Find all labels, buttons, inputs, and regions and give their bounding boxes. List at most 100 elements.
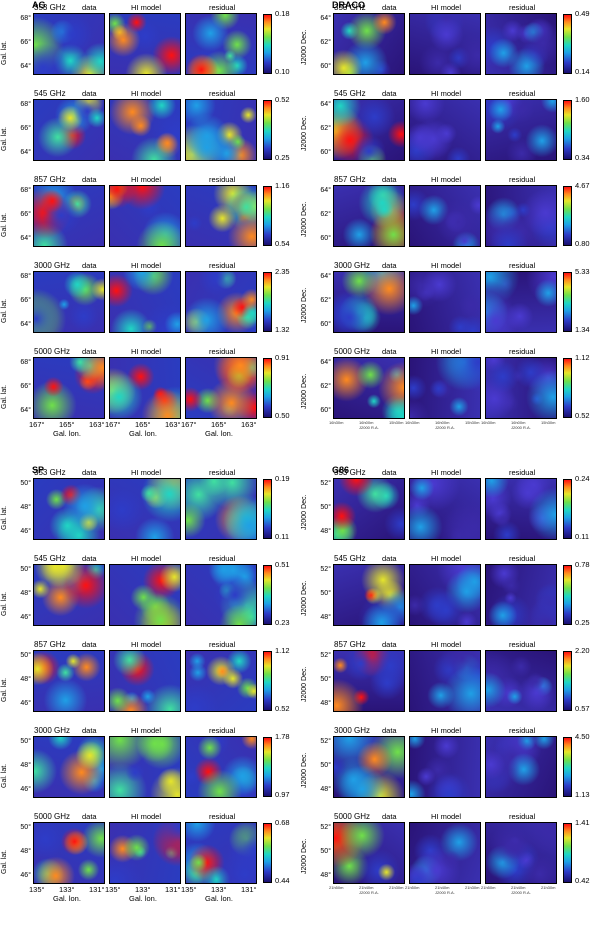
- map-image: [34, 823, 104, 883]
- x-axis-label: J2000 R.A.: [435, 890, 455, 895]
- x-axis-label: J2000 R.A.: [359, 425, 379, 430]
- map-image: [334, 479, 404, 539]
- colorbar-max-label: 0.78: [575, 560, 590, 569]
- y-tick-label: 46°: [20, 872, 31, 879]
- column-label-data: data: [82, 175, 97, 184]
- column-label-residual: residual: [209, 3, 236, 12]
- map-panel-data: [33, 357, 105, 419]
- map-image: [486, 565, 556, 625]
- column-label-residual: residual: [509, 89, 536, 98]
- map-panel-model: [109, 271, 181, 333]
- map-panel-residual: [185, 822, 257, 884]
- column-label-model: HI model: [431, 89, 462, 98]
- x-tick-label: 131°: [241, 885, 257, 894]
- y-tick-label: 66°: [20, 297, 31, 304]
- map-panel-residual: [185, 564, 257, 626]
- y-tick-label: 48°: [20, 848, 31, 855]
- map-image: [334, 823, 404, 883]
- colorbar-min-label: 0.11: [575, 532, 590, 541]
- map-image: [34, 479, 104, 539]
- map-image: [186, 651, 256, 711]
- x-tick-label: 133°: [135, 885, 151, 894]
- colorbar: [263, 823, 272, 883]
- map-panel-residual: [485, 736, 557, 798]
- map-panel-residual: [185, 736, 257, 798]
- colorbar-min-label: 0.50: [275, 411, 290, 420]
- map-panel-data: [333, 736, 405, 798]
- map-image: [34, 565, 104, 625]
- y-tick-label: 48°: [320, 528, 331, 535]
- colorbar-min-label: 0.10: [275, 67, 290, 76]
- x-tick-label: 21h50m: [405, 885, 420, 890]
- x-axis-label: Gal. lon.: [129, 894, 157, 903]
- frequency-label: 545 GHz: [334, 89, 366, 98]
- map-image: [486, 479, 556, 539]
- column-label-data: data: [382, 261, 397, 270]
- colorbar-min-label: 0.54: [275, 239, 290, 248]
- map-panel-data: [333, 357, 405, 419]
- column-label-data: data: [82, 89, 97, 98]
- y-tick-label: 66°: [20, 125, 31, 132]
- column-label-data: data: [382, 347, 397, 356]
- map-panel-data: [333, 13, 405, 75]
- column-label-model: HI model: [431, 261, 462, 270]
- map-image: [34, 272, 104, 332]
- y-axis-label: J2000 Dec.: [301, 666, 308, 702]
- map-panel-residual: [485, 13, 557, 75]
- colorbar-max-label: 1.78: [275, 732, 290, 741]
- map-panel-model: [109, 13, 181, 75]
- frequency-label: 3000 GHz: [34, 726, 71, 735]
- map-image: [186, 358, 256, 418]
- frequency-label: 353 GHz: [334, 468, 366, 477]
- colorbar: [263, 651, 272, 711]
- x-tick-label: 133°: [59, 885, 75, 894]
- map-image: [186, 823, 256, 883]
- colorbar: [563, 737, 572, 797]
- map-panel-data: [33, 822, 105, 884]
- x-axis-label: J2000 R.A.: [511, 890, 531, 895]
- map-panel-residual: [485, 478, 557, 540]
- map-panel-residual: [185, 650, 257, 712]
- x-tick-label: 21h50m: [329, 885, 344, 890]
- column-label-model: HI model: [131, 261, 162, 270]
- map-image: [486, 737, 556, 797]
- y-tick-label: 64°: [320, 359, 331, 366]
- map-panel-residual: [185, 478, 257, 540]
- y-tick-label: 48°: [20, 676, 31, 683]
- column-label-data: data: [82, 347, 97, 356]
- column-label-residual: residual: [209, 726, 236, 735]
- x-tick-label: 15h30m: [541, 420, 556, 425]
- x-tick-label: 167°: [29, 420, 45, 429]
- column-label-data: data: [382, 640, 397, 649]
- column-label-model: HI model: [131, 726, 162, 735]
- map-image: [34, 14, 104, 74]
- frequency-label: 857 GHz: [34, 175, 66, 184]
- y-tick-label: 64°: [320, 15, 331, 22]
- y-tick-label: 48°: [20, 590, 31, 597]
- map-panel-model: [409, 478, 481, 540]
- column-label-residual: residual: [209, 640, 236, 649]
- map-image: [486, 186, 556, 246]
- y-tick-label: 62°: [320, 383, 331, 390]
- column-label-data: data: [382, 726, 397, 735]
- colorbar: [263, 479, 272, 539]
- x-tick-label: 163°: [89, 420, 105, 429]
- region-sp: SP 353 GHz data HI model residual 50° 48° 46° Ga…: [0, 465, 300, 925]
- column-label-data: data: [382, 175, 397, 184]
- colorbar: [563, 100, 572, 160]
- map-image: [410, 737, 480, 797]
- y-axis-label: Gal. lat.: [1, 384, 8, 409]
- y-tick-label: 68°: [20, 359, 31, 366]
- map-panel-residual: [485, 822, 557, 884]
- column-label-residual: residual: [509, 261, 536, 270]
- map-image: [410, 100, 480, 160]
- y-tick-label: 52°: [320, 566, 331, 573]
- colorbar-max-label: 1.12: [275, 646, 290, 655]
- colorbar-min-label: 0.52: [275, 704, 290, 713]
- colorbar-min-label: 1.32: [275, 325, 290, 334]
- map-image: [486, 358, 556, 418]
- map-image: [34, 100, 104, 160]
- x-tick-label: 131°: [89, 885, 105, 894]
- y-axis-label: J2000 Dec.: [301, 287, 308, 323]
- region-title: SP: [32, 465, 45, 475]
